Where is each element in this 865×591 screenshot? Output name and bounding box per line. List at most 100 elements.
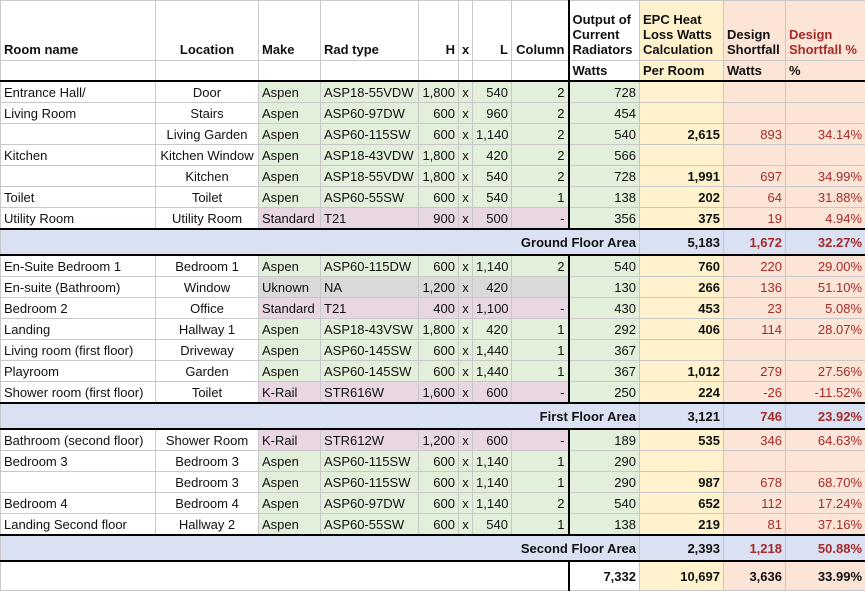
output: 367: [569, 361, 640, 382]
header-cell: [1, 61, 156, 82]
header-cell: [473, 61, 512, 82]
column: 2: [512, 81, 569, 103]
rad-type: ASP18-55VDW: [321, 81, 419, 103]
room-name: En-suite (Bathroom): [1, 277, 156, 298]
rad-type: ASP60-97DW: [321, 103, 419, 124]
subtotal-percent: 32.27%: [786, 229, 865, 255]
height: 600: [419, 340, 459, 361]
length: 540: [473, 514, 512, 536]
length: 1,140: [473, 124, 512, 145]
make: Aspen: [259, 124, 321, 145]
rad-type: ASP60-55SW: [321, 514, 419, 536]
subtotal-shortfall: 1,672: [724, 229, 786, 255]
location: Stairs: [156, 103, 259, 124]
header-cell: [512, 61, 569, 82]
location: Toilet: [156, 187, 259, 208]
location: Hallway 2: [156, 514, 259, 536]
times: x: [459, 255, 473, 277]
column: -: [512, 298, 569, 319]
subtotal-epc: 5,183: [640, 229, 724, 255]
height: 600: [419, 451, 459, 472]
room-name: En-Suite Bedroom 1: [1, 255, 156, 277]
rad-type: ASP60-115DW: [321, 255, 419, 277]
shortfall-percent: 34.99%: [786, 166, 865, 187]
times: x: [459, 145, 473, 166]
rad-type: NA: [321, 277, 419, 298]
shortfall-percent: [786, 145, 865, 166]
header-cell: %: [786, 61, 865, 82]
shortfall-watts: [724, 145, 786, 166]
height: 1,800: [419, 166, 459, 187]
length: 540: [473, 166, 512, 187]
column: 1: [512, 361, 569, 382]
times: x: [459, 361, 473, 382]
location: Utility Room: [156, 208, 259, 230]
total-output: 7,332: [569, 561, 640, 591]
header-cell: Design Shortfall %: [786, 1, 865, 61]
column: 1: [512, 340, 569, 361]
blank: [1, 561, 569, 591]
shortfall-percent: 27.56%: [786, 361, 865, 382]
rad-type: ASP60-97DW: [321, 493, 419, 514]
output: 292: [569, 319, 640, 340]
epc-heat-loss: 266: [640, 277, 724, 298]
length: 420: [473, 145, 512, 166]
column: -: [512, 382, 569, 404]
room-name: Living Room: [1, 103, 156, 124]
header-cell: Location: [156, 1, 259, 61]
shortfall-watts: 136: [724, 277, 786, 298]
location: Door: [156, 81, 259, 103]
room-name: Kitchen: [1, 145, 156, 166]
make: Aspen: [259, 187, 321, 208]
make: Standard: [259, 208, 321, 230]
epc-heat-loss: 987: [640, 472, 724, 493]
header-cell: Design Shortfall: [724, 1, 786, 61]
shortfall-percent: 64.63%: [786, 429, 865, 451]
room-name: Bathroom (second floor): [1, 429, 156, 451]
output: 728: [569, 81, 640, 103]
shortfall-percent: 68.70%: [786, 472, 865, 493]
length: 1,440: [473, 340, 512, 361]
height: 600: [419, 255, 459, 277]
epc-heat-loss: 1,991: [640, 166, 724, 187]
shortfall-percent: 5.08%: [786, 298, 865, 319]
times: x: [459, 382, 473, 404]
column: 1: [512, 187, 569, 208]
epc-heat-loss: [640, 340, 724, 361]
output: 189: [569, 429, 640, 451]
header-cell: [156, 61, 259, 82]
rad-type: T21: [321, 208, 419, 230]
epc-heat-loss: [640, 81, 724, 103]
location: Bedroom 1: [156, 255, 259, 277]
column: 2: [512, 255, 569, 277]
location: Window: [156, 277, 259, 298]
location: Bedroom 4: [156, 493, 259, 514]
header-cell: EPC Heat Loss Watts Calculation: [640, 1, 724, 61]
location: Toilet: [156, 382, 259, 404]
shortfall-percent: [786, 81, 865, 103]
height: 1,200: [419, 429, 459, 451]
epc-heat-loss: 375: [640, 208, 724, 230]
header-cell: [459, 61, 473, 82]
times: x: [459, 277, 473, 298]
make: Standard: [259, 298, 321, 319]
shortfall-watts: 697: [724, 166, 786, 187]
header-cell: Output of Current Radiators: [569, 1, 640, 61]
height: 600: [419, 361, 459, 382]
make: Uknown: [259, 277, 321, 298]
header-cell: Rad type: [321, 1, 419, 61]
